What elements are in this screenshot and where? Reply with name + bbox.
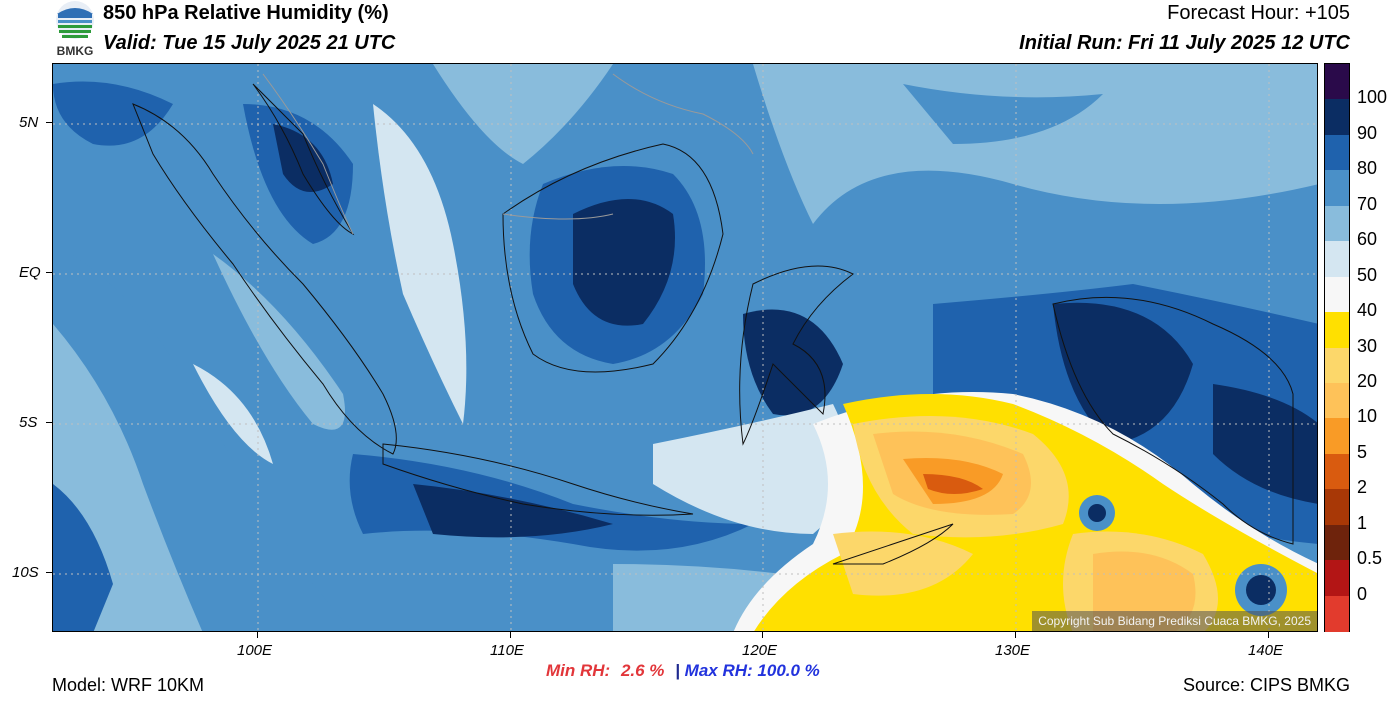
lon-label-140e: 140E [1248,642,1284,659]
bmkg-logo: BMKG [50,0,100,58]
sumatra-coast [132,103,397,455]
colorbar-swatch [1325,524,1349,561]
colorbar-label: 2 [1357,477,1368,498]
humidity-map: Copyright Sub Bidang Prediksi Cuaca BMKG… [52,63,1318,632]
timor-coast [832,523,954,565]
stats-separator: | [675,661,680,680]
malay-coast [252,83,355,236]
max-rh-value: 100.0 % [757,661,820,680]
lat-tick [46,122,52,123]
colorbar-swatch [1325,382,1349,419]
model-label: Model: WRF 10KM [52,675,205,695]
colorbar-swatch [1325,99,1349,136]
papua-coast [1052,296,1294,545]
lon-tick [510,632,511,638]
lon-tick [257,632,258,638]
colorbar-label: 10 [1357,406,1378,427]
rh-stats: Min RH: 2.6 % | Max RH: 100.0 % [546,661,820,681]
colorbar-swatch [1325,170,1349,207]
colorbar-label: 30 [1357,335,1378,356]
lat-tick [46,422,52,423]
colorbar-label: 40 [1357,300,1378,321]
lat-label-10s: 10S [12,564,39,581]
colorbar-swatch [1325,347,1349,384]
sulawesi-coast [739,265,854,446]
map-title: 850 hPa Relative Humidity (%) [103,2,389,24]
lat-tick [46,572,52,573]
valid-time: Valid: Tue 15 July 2025 21 UTC [103,32,396,54]
colorbar [1324,63,1350,632]
colorbar-label: 0.5 [1357,548,1383,569]
copyright-note: Copyright Sub Bidang Prediksi Cuaca BMKG… [1032,611,1317,631]
lon-tick [762,632,763,638]
colorbar-swatch [1325,418,1349,455]
colorbar-label: 70 [1357,193,1378,214]
colorbar-swatch [1325,134,1349,171]
forecast-hour: Forecast Hour: +105 [1167,2,1350,24]
colorbar-swatch [1325,64,1349,100]
colorbar-swatch [1325,312,1349,349]
colorbar-label: 80 [1357,158,1378,179]
colorbar-label: 5 [1357,441,1368,462]
max-rh-label: Max RH: [684,661,753,680]
java-coast [382,443,694,516]
logo-text: BMKG [57,44,94,58]
min-rh-value: 2.6 % [620,661,665,680]
humidity-field [53,64,1317,631]
lon-label-100e: 100E [237,642,273,659]
colorbar-label: 100 [1357,87,1388,108]
lon-label-130e: 130E [995,642,1031,659]
colorbar-swatch [1325,276,1349,313]
colorbar-swatch [1325,595,1349,632]
min-rh-label: Min RH: [546,661,611,680]
colorbar-swatch [1325,560,1349,597]
lat-label-5n: 5N [19,114,39,131]
colorbar-label: 0 [1357,583,1368,604]
lon-label-120e: 120E [742,642,778,659]
colorbar-swatch [1325,489,1349,526]
source-label: Source: CIPS BMKG [1182,675,1350,695]
colorbar-label: 90 [1357,122,1378,143]
lon-label-110e: 110E [490,642,524,659]
lat-label-5s: 5S [19,414,38,431]
lon-tick [1268,632,1269,638]
colorbar-swatch [1325,241,1349,278]
colorbar-labels: 100 90 80 70 60 50 40 30 20 10 5 2 1 0.5 0 [1355,63,1400,632]
colorbar-label: 50 [1357,264,1378,285]
colorbar-label: 20 [1357,370,1378,391]
colorbar-swatch [1325,205,1349,242]
lat-label-eq: EQ [19,264,41,281]
colorbar-label: 1 [1357,512,1368,533]
lat-tick [46,272,52,273]
colorbar-label: 60 [1357,229,1378,250]
colorbar-swatch [1325,453,1349,490]
borneo-coast [502,143,724,373]
lon-tick [1015,632,1016,638]
initial-run: Initial Run: Fri 11 July 2025 12 UTC [1019,32,1350,54]
